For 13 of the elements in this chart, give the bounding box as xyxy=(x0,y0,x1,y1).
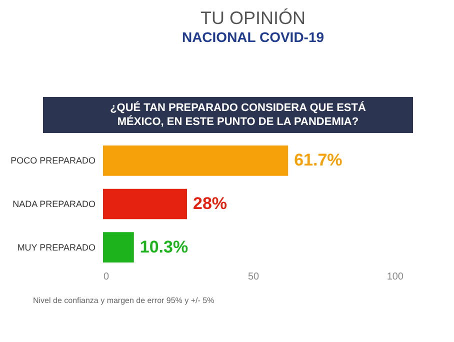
text: ¿QUÉ TAN PREPARADO CONSIDERA QUE ESTÁ MÉXICO, EN ESTE PUNTO DE LA PANDEMIA? xyxy=(110,101,366,128)
chart-subtitle: NACIONAL COVID-19 xyxy=(182,29,324,45)
y-tick-label: NADA PREPARADO xyxy=(12,199,96,209)
data-label: 28% xyxy=(193,194,228,213)
y-tick-label: MUY PREPARADO xyxy=(17,242,96,252)
y-tick-label: POCO PREPARADO xyxy=(10,156,96,166)
chart-title: TU OPINIÓN xyxy=(200,8,306,28)
x-tick-label: 0 xyxy=(104,272,110,282)
text: Nivel de confianza y margen de error 95% y +/- 5% xyxy=(33,296,214,305)
data-label: 10.3% xyxy=(140,237,188,256)
data-label: 61.7% xyxy=(294,150,342,170)
x-tick-label: 50 xyxy=(248,272,260,282)
x-tick-label: 100 xyxy=(386,272,404,282)
